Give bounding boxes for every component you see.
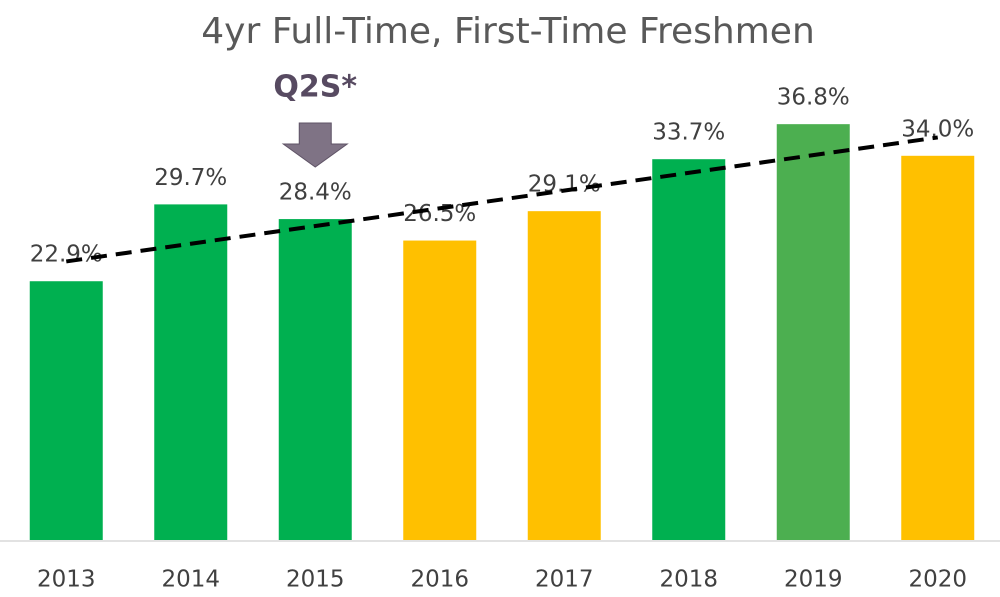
chart-title: 4yr Full-Time, First-Time Freshmen: [201, 11, 815, 52]
data-label: 33.7%: [652, 120, 725, 146]
x-tick-label: 2017: [535, 567, 594, 593]
x-tick-label: 2018: [659, 567, 718, 593]
bar: [652, 159, 726, 540]
annotation-arrow: [281, 122, 349, 168]
trendline: [65, 135, 939, 264]
annotation-text: Q2S*: [273, 70, 357, 105]
bar: [278, 219, 352, 540]
bar: [154, 204, 228, 540]
bar: [29, 281, 103, 540]
bar: [527, 211, 601, 541]
data-label: 22.9%: [30, 242, 103, 268]
data-label: 36.8%: [777, 85, 850, 111]
x-tick-label: 2014: [161, 567, 220, 593]
x-tick-label: 2015: [286, 567, 345, 593]
bar: [403, 240, 477, 541]
x-tick-label: 2020: [908, 567, 967, 593]
x-tick-label: 2013: [37, 567, 96, 593]
bar: [901, 155, 975, 541]
data-label: 28.4%: [279, 180, 352, 206]
x-tick-label: 2019: [784, 567, 843, 593]
x-tick-label: 2016: [410, 567, 469, 593]
bar: [776, 124, 850, 540]
data-label: 29.7%: [154, 165, 227, 191]
